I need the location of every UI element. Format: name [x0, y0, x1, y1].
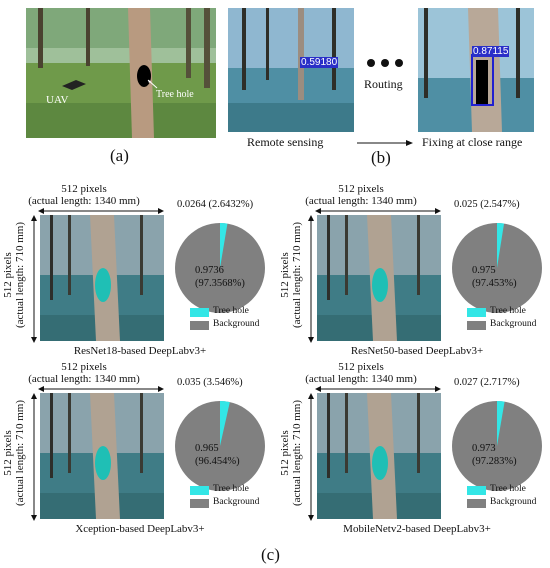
legend-label-background: Background — [213, 497, 260, 507]
image-height-label: 512 pixels (actual length: 710 mm) — [279, 393, 303, 513]
image-height-pixels: 512 pixels — [279, 252, 291, 298]
image-height-label: 512 pixels (actual length: 710 mm) — [2, 215, 26, 335]
segmentation-result-image — [40, 393, 164, 519]
tree-hole-pointer-arrow — [147, 79, 158, 89]
image-width-actual-label: (actual length: 1340 mm) — [305, 195, 417, 207]
image-height-pixels: 512 pixels — [2, 252, 14, 298]
image-height-pixels: 512 pixels — [2, 430, 14, 476]
pie-slice-tree-hole — [497, 223, 505, 268]
tree-hole-ratio-label: 0.0264 (2.6432%) — [177, 199, 254, 210]
background-percent-label: (96.454%) — [195, 456, 240, 467]
background-percent-label: (97.453%) — [472, 278, 517, 289]
image-height-label: 512 pixels (actual length: 710 mm) — [2, 393, 26, 513]
pie-slice-tree-hole — [497, 401, 505, 446]
pie-slice-tree-hole — [220, 401, 230, 446]
caption-b: (b) — [371, 148, 391, 167]
caption-a: (a) — [110, 146, 129, 165]
model-name-caption: MobileNetv2-based DeepLabv3+ — [343, 523, 491, 535]
background-percent-label: (97.283%) — [472, 456, 517, 467]
remote-sensing-label: Remote sensing — [247, 135, 324, 149]
fixing-label: Fixing at close range — [422, 135, 523, 149]
background-ratio-label: 0.965 — [195, 443, 219, 454]
image-width-actual-label: (actual length: 1340 mm) — [28, 195, 140, 207]
image-height-actual: (actual length: 710 mm) — [14, 400, 26, 506]
width-dimension-arrow — [38, 208, 164, 214]
height-dimension-arrow — [31, 393, 37, 521]
ellipsis-dot-1 — [367, 59, 375, 67]
width-dimension-arrow — [315, 208, 441, 214]
legend-swatch-background — [467, 321, 486, 330]
caption-c: (c) — [261, 545, 280, 564]
background-percent-label: (97.3568%) — [195, 278, 245, 289]
image-height-actual: (actual length: 710 mm) — [291, 222, 303, 328]
legend-label-tree-hole: Tree hole — [490, 484, 526, 494]
segmentation-result-image — [317, 393, 441, 519]
legend-label-tree-hole: Tree hole — [490, 306, 526, 316]
legend-label-background: Background — [490, 497, 537, 507]
image-height-pixels: 512 pixels — [279, 430, 291, 476]
image-height-actual: (actual length: 710 mm) — [291, 400, 303, 506]
close-range-photo: 0.87115 — [418, 8, 534, 132]
class-distribution-pie — [175, 223, 265, 313]
image-width-actual-label: (actual length: 1340 mm) — [305, 373, 417, 385]
class-distribution-pie — [452, 223, 542, 313]
legend-label-tree-hole: Tree hole — [213, 484, 249, 494]
class-distribution-pie — [452, 401, 542, 491]
ellipsis-dot-3 — [395, 59, 403, 67]
legend-swatch-tree-hole — [467, 308, 486, 317]
routing-label: Routing — [364, 77, 403, 91]
tree-hole-label: Tree hole — [156, 89, 194, 100]
legend-label-background: Background — [213, 319, 260, 329]
image-height-actual: (actual length: 710 mm) — [14, 222, 26, 328]
flow-arrow — [357, 140, 413, 146]
legend-swatch-tree-hole — [190, 486, 209, 495]
segmentation-result-image — [40, 215, 164, 341]
ellipsis-dot-2 — [381, 59, 389, 67]
legend-swatch-background — [190, 499, 209, 508]
model-name-caption: ResNet50-based DeepLabv3+ — [350, 345, 484, 357]
model-name-caption: ResNet18-based DeepLabv3+ — [73, 345, 207, 357]
image-width-actual-label: (actual length: 1340 mm) — [28, 373, 140, 385]
image-width-label: 512 pixels — [61, 183, 107, 195]
tree-hole-ratio-label: 0.025 (2.547%) — [454, 199, 520, 210]
width-dimension-arrow — [315, 386, 441, 392]
background-ratio-label: 0.9736 — [195, 265, 224, 276]
image-width-label: 512 pixels — [61, 361, 107, 373]
image-height-label: 512 pixels (actual length: 710 mm) — [279, 215, 303, 335]
uav-label: UAV — [46, 94, 69, 106]
pie-slice-tree-hole — [220, 223, 228, 268]
image-width-label: 512 pixels — [338, 183, 384, 195]
legend-swatch-tree-hole — [467, 486, 486, 495]
tree-hole-ratio-label: 0.027 (2.717%) — [454, 377, 520, 388]
class-distribution-pie — [175, 401, 265, 491]
model-name-caption: Xception-based DeepLabv3+ — [75, 523, 205, 535]
height-dimension-arrow — [31, 215, 37, 343]
height-dimension-arrow — [308, 215, 314, 343]
legend-swatch-background — [467, 499, 486, 508]
close-confidence-label: 0.87115 — [472, 46, 510, 57]
uav-field-photo: UAV Tree hole — [26, 8, 216, 138]
width-dimension-arrow — [38, 386, 164, 392]
background-ratio-label: 0.975 — [472, 265, 496, 276]
remote-confidence-label: 0.59180 — [300, 57, 339, 68]
image-width-label: 512 pixels — [338, 361, 384, 373]
segmentation-result-image — [317, 215, 441, 341]
remote-sensing-photo: 0.59180 — [228, 8, 354, 132]
legend-swatch-background — [190, 321, 209, 330]
height-dimension-arrow — [308, 393, 314, 521]
legend-swatch-tree-hole — [190, 308, 209, 317]
background-ratio-label: 0.973 — [472, 443, 496, 454]
legend-label-background: Background — [490, 319, 537, 329]
legend-label-tree-hole: Tree hole — [213, 306, 249, 316]
tree-hole-ratio-label: 0.035 (3.546%) — [177, 377, 243, 388]
